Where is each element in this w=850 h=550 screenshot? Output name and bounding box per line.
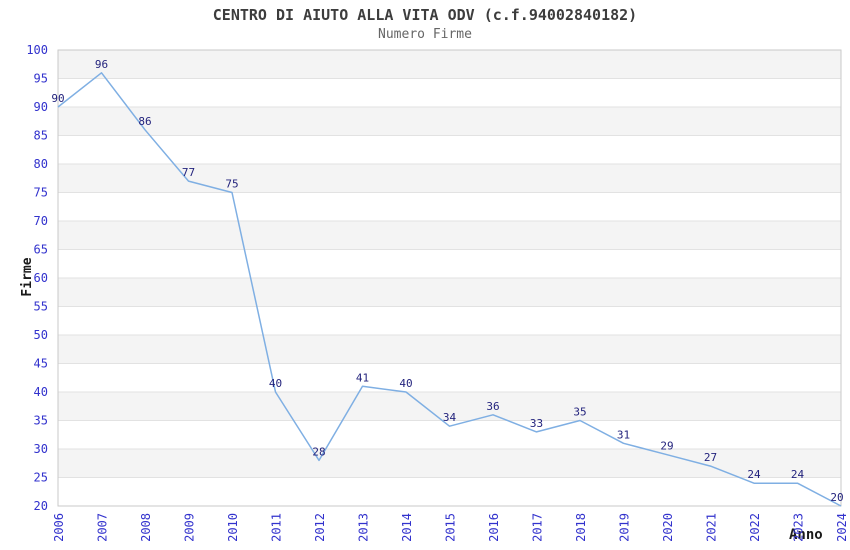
svg-text:30: 30 — [34, 442, 48, 456]
svg-text:85: 85 — [34, 129, 48, 143]
svg-text:35: 35 — [34, 414, 48, 428]
svg-text:77: 77 — [182, 166, 195, 179]
svg-text:2017: 2017 — [531, 513, 545, 542]
svg-text:2011: 2011 — [270, 513, 284, 542]
svg-text:24: 24 — [791, 468, 805, 481]
svg-text:2024: 2024 — [835, 513, 849, 542]
svg-text:2014: 2014 — [400, 513, 414, 542]
chart-subtitle: Numero Firme — [378, 27, 472, 42]
svg-text:2021: 2021 — [705, 513, 719, 542]
svg-text:55: 55 — [34, 300, 48, 314]
series-line — [57, 72, 842, 507]
svg-text:40: 40 — [34, 385, 48, 399]
svg-text:2023: 2023 — [792, 513, 806, 542]
svg-text:40: 40 — [269, 377, 282, 390]
svg-text:20: 20 — [830, 491, 843, 504]
svg-text:25: 25 — [34, 471, 48, 485]
svg-text:24: 24 — [747, 468, 761, 481]
svg-text:2009: 2009 — [183, 513, 197, 542]
svg-text:2015: 2015 — [444, 513, 458, 542]
svg-text:60: 60 — [34, 271, 48, 285]
svg-text:2013: 2013 — [357, 513, 371, 542]
svg-text:34: 34 — [443, 411, 457, 424]
svg-text:100: 100 — [26, 43, 48, 57]
y-tick-labels: 20 25 30 35 40 45 50 55 60 65 70 75 80 85 90 95 100 — [26, 43, 48, 513]
svg-text:96: 96 — [95, 58, 108, 71]
svg-text:75: 75 — [34, 186, 48, 200]
svg-text:90: 90 — [51, 92, 64, 105]
svg-text:2006: 2006 — [52, 513, 66, 542]
svg-text:95: 95 — [34, 72, 48, 86]
x-axis-label: Anno — [789, 527, 823, 543]
svg-text:75: 75 — [225, 178, 238, 191]
svg-text:2012: 2012 — [313, 513, 327, 542]
svg-text:65: 65 — [34, 243, 48, 257]
svg-text:2019: 2019 — [618, 513, 632, 542]
svg-text:80: 80 — [34, 157, 48, 171]
svg-text:2008: 2008 — [139, 513, 153, 542]
svg-text:35: 35 — [573, 406, 586, 419]
svg-text:28: 28 — [312, 445, 325, 458]
chart-title: CENTRO DI AIUTO ALLA VITA ODV (c.f.94002… — [212, 6, 638, 24]
x-tick-labels: 2006 2007 2008 2009 2010 2011 2012 2013 2014 2015… — [52, 513, 849, 542]
svg-text:2007: 2007 — [96, 513, 110, 542]
svg-text:2018: 2018 — [574, 513, 588, 542]
svg-text:2022: 2022 — [748, 513, 762, 542]
plot-bands — [58, 50, 841, 478]
svg-text:20: 20 — [34, 499, 48, 513]
plot-border — [57, 49, 842, 507]
data-point-labels: 90 96 86 77 75 40 28 41 40 34 36 33 35 31 29 27 24 24 20 — [51, 58, 843, 504]
svg-text:36: 36 — [486, 400, 499, 413]
svg-text:2016: 2016 — [487, 513, 501, 542]
svg-text:45: 45 — [34, 357, 48, 371]
svg-text:90: 90 — [34, 100, 48, 114]
svg-text:31: 31 — [617, 428, 630, 441]
svg-text:2020: 2020 — [661, 513, 675, 542]
svg-text:41: 41 — [356, 371, 369, 384]
svg-text:33: 33 — [530, 417, 543, 430]
svg-text:86: 86 — [138, 115, 151, 128]
svg-text:29: 29 — [660, 440, 673, 453]
svg-text:50: 50 — [34, 328, 48, 342]
svg-text:70: 70 — [34, 214, 48, 228]
svg-text:40: 40 — [399, 377, 412, 390]
svg-text:2010: 2010 — [226, 513, 240, 542]
svg-text:27: 27 — [704, 451, 717, 464]
